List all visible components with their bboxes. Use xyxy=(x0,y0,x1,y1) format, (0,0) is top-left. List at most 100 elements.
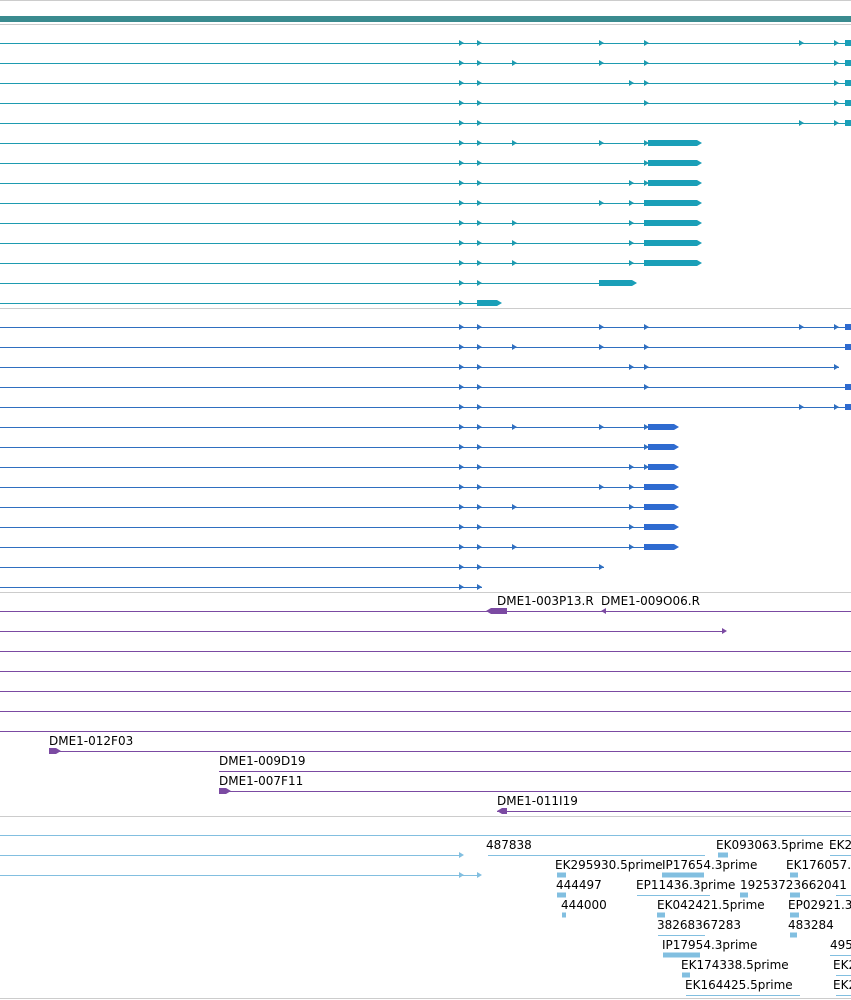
transcript-row[interactable] xyxy=(0,524,679,530)
transcript-row[interactable] xyxy=(0,180,702,186)
triangle-right-icon xyxy=(477,504,482,510)
est-block[interactable] xyxy=(790,872,798,878)
transcript-row[interactable] xyxy=(0,364,839,370)
clone-end-block[interactable] xyxy=(486,608,507,614)
exon-block[interactable] xyxy=(644,544,679,550)
exon-block[interactable] xyxy=(648,160,702,166)
transcript-row[interactable] xyxy=(0,160,702,166)
exon-end-block[interactable] xyxy=(845,344,851,350)
transcript-track-2[interactable] xyxy=(0,324,851,590)
est-label: EK2 xyxy=(833,978,851,992)
transcript-row[interactable] xyxy=(0,80,851,86)
est-label: EK176057. xyxy=(786,858,851,872)
clone-track[interactable] xyxy=(0,608,851,814)
transcript-row[interactable] xyxy=(0,584,482,590)
est-label: EK093063.5prime xyxy=(716,838,824,852)
est-block[interactable] xyxy=(557,872,566,878)
triangle-right-icon xyxy=(512,424,517,430)
transcript-row[interactable] xyxy=(0,504,679,510)
transcript-row[interactable] xyxy=(0,200,702,206)
transcript-row[interactable] xyxy=(0,404,851,410)
transcript-row[interactable] xyxy=(0,444,679,450)
exon-block[interactable] xyxy=(644,504,679,510)
exon-block[interactable] xyxy=(644,524,679,530)
transcript-row[interactable] xyxy=(0,544,679,550)
transcript-row[interactable] xyxy=(0,280,637,286)
exon-block[interactable] xyxy=(644,200,702,206)
exon-block[interactable] xyxy=(648,180,702,186)
est-block[interactable] xyxy=(557,892,566,898)
est-block[interactable] xyxy=(682,972,690,978)
transcript-row[interactable] xyxy=(0,40,851,46)
triangle-right-icon xyxy=(644,100,649,106)
transcript-row[interactable] xyxy=(0,484,679,490)
clone-end-block[interactable] xyxy=(497,808,507,814)
transcript-row[interactable] xyxy=(0,60,851,66)
triangle-right-icon xyxy=(512,260,517,266)
est-label: EK2 xyxy=(829,838,851,852)
transcript-row[interactable] xyxy=(0,120,851,126)
triangle-right-icon xyxy=(459,504,464,510)
exon-end-block[interactable] xyxy=(845,60,851,66)
est-block[interactable] xyxy=(718,852,728,858)
exon-block[interactable] xyxy=(644,484,679,490)
exon-block[interactable] xyxy=(599,280,637,286)
triangle-right-icon xyxy=(477,260,482,266)
exon-end-block[interactable] xyxy=(845,40,851,46)
est-block[interactable] xyxy=(657,912,665,918)
est-block[interactable] xyxy=(740,892,748,898)
exon-block[interactable] xyxy=(648,424,679,430)
transcript-row[interactable] xyxy=(0,260,702,266)
exon-block[interactable] xyxy=(644,240,702,246)
transcript-row[interactable] xyxy=(0,564,604,570)
est-label: 19253723662041 xyxy=(740,878,847,892)
transcript-row[interactable] xyxy=(0,384,851,390)
triangle-right-icon xyxy=(599,344,604,350)
triangle-right-icon xyxy=(629,240,634,246)
est-track[interactable] xyxy=(0,835,851,996)
triangle-right-icon xyxy=(459,200,464,206)
exon-block[interactable] xyxy=(648,444,679,450)
triangle-right-icon xyxy=(629,524,634,530)
exon-block[interactable] xyxy=(648,140,702,146)
transcript-row[interactable] xyxy=(0,324,851,330)
exon-block[interactable] xyxy=(648,464,679,470)
exon-end-block[interactable] xyxy=(845,324,851,330)
est-label: EP11436.3prime xyxy=(636,878,735,892)
clone-end-block[interactable] xyxy=(49,748,61,754)
triangle-right-icon xyxy=(477,564,482,570)
triangle-right-icon xyxy=(644,180,649,186)
est-block[interactable] xyxy=(790,912,799,918)
exon-end-block[interactable] xyxy=(845,384,851,390)
transcript-row[interactable] xyxy=(0,100,851,106)
est-label: 444497 xyxy=(556,878,602,892)
triangle-right-icon xyxy=(459,404,464,410)
exon-end-block[interactable] xyxy=(845,120,851,126)
transcript-row[interactable] xyxy=(0,220,702,226)
exon-end-block[interactable] xyxy=(845,404,851,410)
est-label: EK042421.5prime xyxy=(657,898,765,912)
transcript-row[interactable] xyxy=(0,424,679,430)
exon-block[interactable] xyxy=(477,300,502,306)
exon-end-block[interactable] xyxy=(845,80,851,86)
exon-end-block[interactable] xyxy=(845,100,851,106)
est-block[interactable] xyxy=(790,932,797,938)
transcript-row[interactable] xyxy=(0,464,679,470)
transcript-track-1[interactable] xyxy=(0,40,851,306)
transcript-row[interactable] xyxy=(0,140,702,146)
gene-model-bar[interactable] xyxy=(0,16,851,22)
transcript-row[interactable] xyxy=(0,240,702,246)
est-block[interactable] xyxy=(662,872,704,878)
est-block[interactable] xyxy=(663,952,700,958)
est-label: 487838 xyxy=(486,838,532,852)
est-block[interactable] xyxy=(790,892,800,898)
gene-model-track[interactable] xyxy=(0,16,851,22)
exon-block[interactable] xyxy=(644,260,702,266)
triangle-right-icon xyxy=(477,404,482,410)
est-block[interactable] xyxy=(562,912,566,918)
triangle-right-icon xyxy=(459,220,464,226)
exon-block[interactable] xyxy=(644,220,702,226)
transcript-row[interactable] xyxy=(0,300,502,306)
transcript-row[interactable] xyxy=(0,344,851,350)
clone-end-block[interactable] xyxy=(219,788,231,794)
